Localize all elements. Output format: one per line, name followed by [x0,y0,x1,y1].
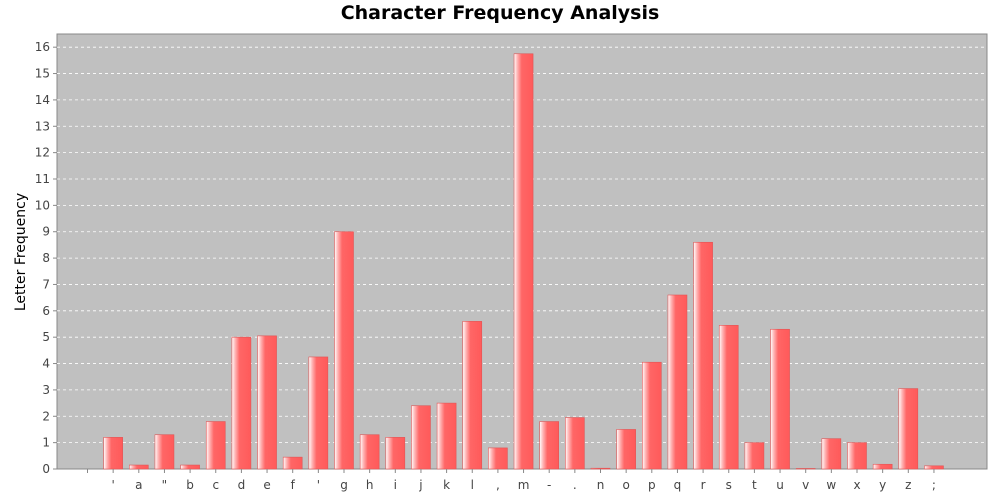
y-tick-label: 9 [42,225,50,239]
bar [795,468,816,470]
bar [744,442,765,470]
y-tick-label: 3 [42,383,50,397]
y-tick-label: 14 [35,93,50,107]
x-tick-label: j [418,478,422,492]
y-tick-label: 7 [42,277,50,291]
bar [359,434,380,470]
y-tick-label: 13 [35,119,50,133]
bar [411,405,431,470]
bar [616,429,636,470]
bar [488,447,508,470]
x-tick-label: v [802,478,809,492]
bar [847,442,867,470]
x-tick-label: i [394,478,397,492]
bar [539,421,560,470]
y-tick-label: 10 [35,198,50,212]
x-tick-label: , [496,478,500,492]
bar [436,402,457,470]
bar [770,328,790,470]
bar [462,321,483,470]
bar [513,53,534,470]
x-tick-label: r [701,478,706,492]
bar [129,464,149,470]
x-tick-label: w [826,478,836,492]
bar [205,421,226,470]
bar [872,463,893,470]
x-tick-label: k [443,478,450,492]
x-tick-label: l [471,478,474,492]
x-tick-label: e [263,478,270,492]
bars [103,53,944,470]
bar [667,294,688,470]
y-tick-label: 11 [35,172,50,186]
x-tick-label: p [648,478,656,492]
y-tick-label: 0 [42,462,50,476]
y-tick-label: 16 [35,40,50,54]
x-tick-label: . [573,478,577,492]
bar [565,417,585,470]
x-tick-label: f [291,478,296,492]
bar [180,464,200,470]
y-tick-label: 5 [42,330,50,344]
x-tick-label: g [340,478,348,492]
y-tick-label: 15 [35,67,50,81]
x-tick-label: m [518,478,530,492]
bar [257,335,277,470]
x-tick-label: c [212,478,219,492]
x-tick-label: - [547,478,551,492]
bar [693,241,713,470]
x-tick-label: u [776,478,784,492]
x-axis: ' a " b c d e f ' g h i j k l, m -. n o p q r s t u v w x y z; [87,469,936,492]
y-tick-label: 4 [42,357,50,371]
x-tick-label: d [238,478,246,492]
x-tick-label: q [674,478,682,492]
bar [924,465,944,470]
x-tick-label: s [726,478,732,492]
y-tick-label: 6 [42,304,50,318]
x-tick-label: o [622,478,629,492]
bar [718,325,739,470]
bar [590,467,611,470]
bar [641,361,662,470]
x-tick-label: x [853,478,860,492]
bar [385,437,406,470]
y-tick-label: 1 [42,436,50,450]
x-tick-label: y [879,478,886,492]
bar [308,356,329,470]
bar [154,434,175,470]
bar [821,438,842,470]
x-tick-label: a [135,478,142,492]
y-tick-label: 8 [42,251,50,265]
y-tick-label: 12 [35,146,50,160]
x-tick-label: n [597,478,605,492]
x-tick-label: ; [932,478,936,492]
bar [103,437,123,470]
y-tick-label: 2 [42,409,50,423]
chart-title: Character Frequency Analysis [340,2,660,24]
x-tick-label: b [186,478,194,492]
x-tick-label: ' [317,478,320,492]
bar [334,231,354,470]
bar [231,336,252,470]
x-tick-label: z [905,478,911,492]
bar [282,456,303,470]
x-tick-label: h [366,478,374,492]
x-tick-label: ' [111,478,114,492]
x-tick-label: " [162,478,168,492]
y-axis-label: Letter Frequency [13,193,29,311]
x-tick-label: t [752,478,757,492]
bar [898,388,919,470]
